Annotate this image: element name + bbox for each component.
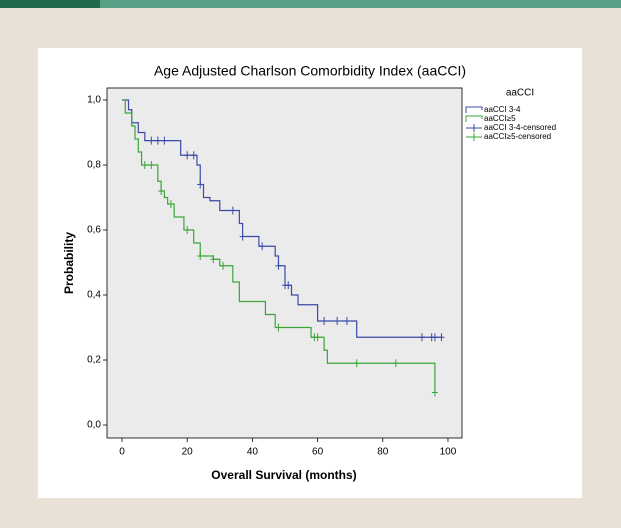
x-axis-label: Overall Survival (months) (211, 468, 356, 482)
plot-area (106, 87, 463, 439)
censored-mark (314, 333, 321, 342)
censored-mark (392, 359, 399, 368)
censored-mark (197, 252, 204, 261)
x-tick-label: 0 (119, 447, 125, 458)
censored-mark (197, 180, 204, 189)
y-tick-label: 0,4 (87, 290, 101, 301)
x-tick-label: 60 (312, 447, 324, 458)
legend-symbol (466, 124, 482, 132)
y-tick-label: 0,6 (87, 225, 101, 236)
censored-mark (438, 333, 445, 342)
y-tick-label: 1,0 (87, 95, 101, 106)
censored-mark (158, 187, 165, 196)
censored-mark (190, 151, 197, 160)
survival-curve (121, 99, 436, 393)
top-bar-dark (0, 0, 100, 8)
censored-mark (259, 242, 266, 251)
censored-mark (229, 206, 236, 215)
censored-mark (431, 388, 438, 397)
censored-mark (148, 161, 155, 170)
survival-curve (121, 99, 442, 338)
chart-title: Age Adjusted Charlson Comorbidity Index … (154, 63, 466, 79)
censored-mark (141, 161, 148, 170)
y-axis-label: Probability (62, 232, 76, 294)
censored-mark (184, 226, 191, 235)
censored-mark (154, 136, 161, 145)
censored-mark (161, 136, 168, 145)
legend-label: aaCCI 3-4 (484, 105, 521, 114)
censored-mark (418, 333, 425, 342)
x-tick-label: 100 (440, 447, 457, 458)
x-tick-label: 20 (182, 447, 194, 458)
censored-mark (167, 200, 174, 209)
censored-mark (275, 323, 282, 332)
censored-mark (220, 261, 227, 270)
x-tick-label: 40 (247, 447, 259, 458)
legend-symbol (466, 133, 482, 141)
censored-mark (343, 317, 350, 326)
censored-mark (148, 136, 155, 145)
censored-mark (431, 333, 438, 342)
legend-label: aaCCI≥5 (484, 114, 516, 123)
legend-symbol (465, 106, 483, 113)
top-bar (100, 0, 621, 8)
y-tick-label: 0,0 (87, 420, 101, 431)
legend-title: aaCCI (506, 88, 534, 99)
legend-label: aaCCI≥5-censored (484, 132, 551, 141)
censored-mark (321, 317, 328, 326)
censored-mark (210, 255, 217, 264)
x-tick-label: 80 (377, 447, 389, 458)
legend-label: aaCCI 3-4-censored (484, 123, 556, 132)
censored-mark (353, 359, 360, 368)
legend-symbol (465, 115, 483, 122)
y-tick-label: 0,8 (87, 160, 101, 171)
censored-mark (334, 317, 341, 326)
y-tick-label: 0,2 (87, 355, 101, 366)
censored-mark (285, 281, 292, 290)
censored-mark (184, 151, 191, 160)
censored-mark (239, 232, 246, 241)
censored-mark (275, 261, 282, 270)
